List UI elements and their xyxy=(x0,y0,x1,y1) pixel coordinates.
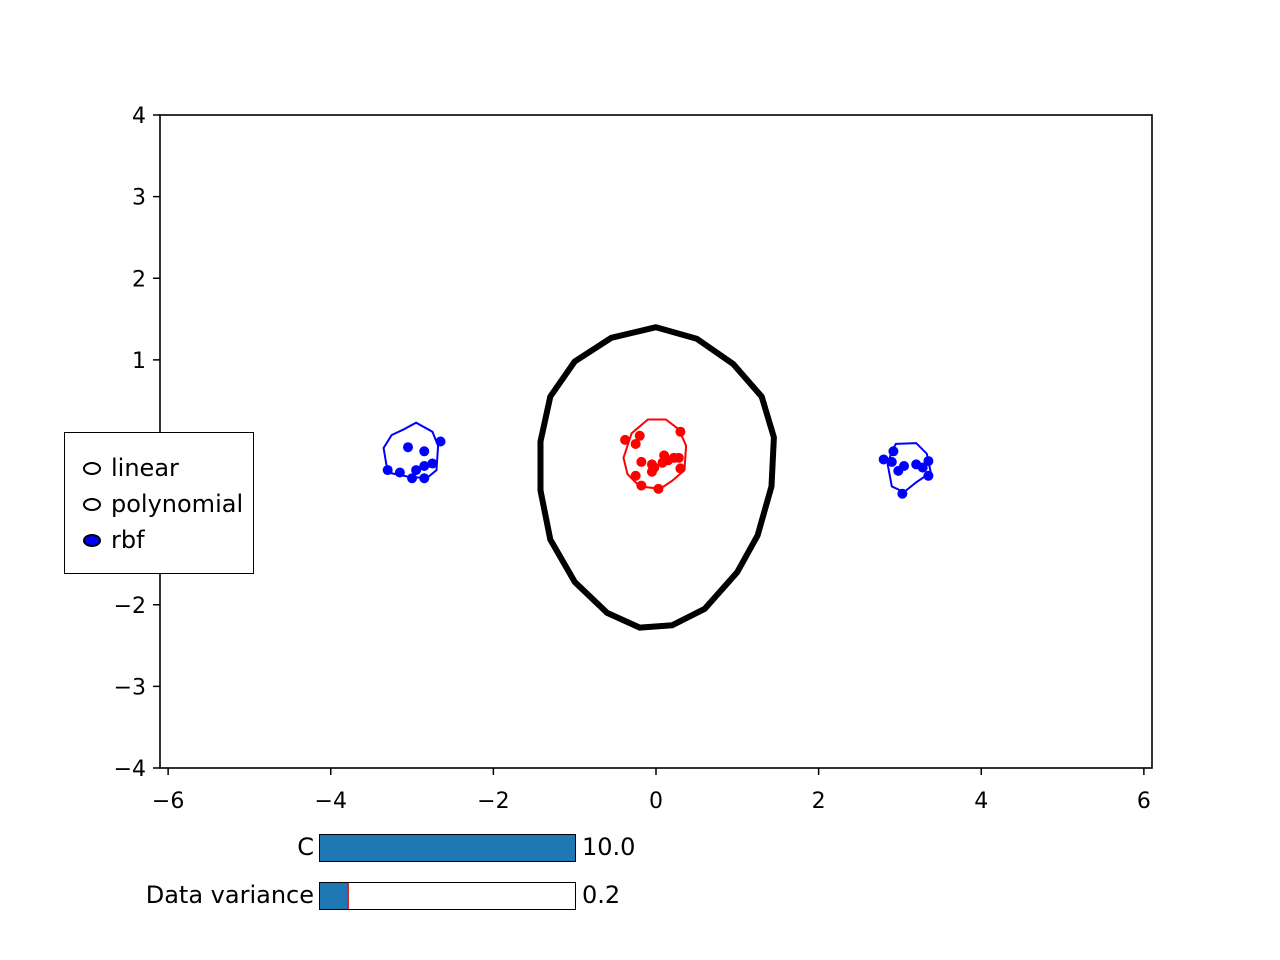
c-slider-value: 10.0 xyxy=(582,833,636,861)
data-point-2-8 xyxy=(923,470,934,481)
x-tick-label-1: −4 xyxy=(315,789,347,814)
x-tick-label-0: −6 xyxy=(152,789,184,814)
kernel-radio-panel: linear polynomial rbf xyxy=(64,432,254,574)
x-tick-label-2: −2 xyxy=(477,789,509,814)
variance-slider-fill xyxy=(320,883,349,909)
data-point-2-9 xyxy=(897,488,908,499)
data-point-1-9 xyxy=(419,473,430,484)
radio-linear-label: linear xyxy=(111,454,179,482)
radio-linear-dot[interactable] xyxy=(83,461,101,475)
data-point-0-14 xyxy=(653,483,664,494)
data-point-1-3 xyxy=(427,458,438,469)
data-point-1-7 xyxy=(411,465,422,476)
y-tick-label-2: −2 xyxy=(114,594,146,619)
y-tick-label-6: 4 xyxy=(132,104,146,129)
radio-rbf-dot[interactable] xyxy=(83,533,101,547)
x-tick-label-3: 0 xyxy=(649,789,663,814)
c-slider-fill xyxy=(320,835,575,861)
data-point-0-12 xyxy=(630,470,641,481)
y-tick-label-5: 3 xyxy=(132,186,146,211)
data-point-0-13 xyxy=(636,480,647,491)
data-point-0-0 xyxy=(620,434,631,445)
c-slider[interactable] xyxy=(319,834,576,862)
data-point-0-9 xyxy=(675,463,686,474)
x-tick-label-4: 2 xyxy=(812,789,826,814)
radio-polynomial-dot[interactable] xyxy=(83,497,101,511)
radio-polynomial-label: polynomial xyxy=(111,490,244,518)
radio-polynomial[interactable]: polynomial xyxy=(65,488,243,520)
data-point-0-3 xyxy=(675,426,686,437)
x-tick-label-5: 4 xyxy=(974,789,988,814)
c-slider-label: C xyxy=(297,833,314,861)
data-point-0-11 xyxy=(646,466,657,477)
variance-slider-handle[interactable] xyxy=(347,883,350,909)
data-point-2-7 xyxy=(893,465,904,476)
data-point-0-7 xyxy=(673,452,684,463)
decision-boundary xyxy=(537,324,777,631)
data-point-1-8 xyxy=(407,473,418,484)
radio-rbf-label: rbf xyxy=(111,526,145,554)
axes-frame xyxy=(159,114,1153,769)
y-tick-label-0: −4 xyxy=(114,757,146,782)
y-tick-label-4: 2 xyxy=(132,267,146,292)
radio-linear[interactable]: linear xyxy=(65,452,179,484)
data-point-0-4 xyxy=(636,456,647,467)
y-tick-label-1: −3 xyxy=(114,675,146,700)
radio-rbf[interactable]: rbf xyxy=(65,524,145,556)
data-point-2-6 xyxy=(917,462,928,473)
data-point-1-6 xyxy=(394,467,405,478)
variance-slider-value: 0.2 xyxy=(582,881,621,909)
data-point-0-16 xyxy=(657,457,668,468)
data-point-1-5 xyxy=(382,465,393,476)
data-point-1-1 xyxy=(403,442,413,453)
data-point-1-0 xyxy=(435,436,446,447)
data-point-0-2 xyxy=(634,430,645,441)
class-contour-0 xyxy=(622,418,688,490)
data-point-0-1 xyxy=(630,438,641,449)
variance-slider-label: Data variance xyxy=(145,881,314,909)
data-point-2-2 xyxy=(886,456,897,467)
y-tick-label-3: 1 xyxy=(132,349,146,374)
x-tick-label-6: 6 xyxy=(1137,789,1151,814)
data-point-2-0 xyxy=(888,446,899,457)
data-point-1-2 xyxy=(419,446,430,457)
variance-slider[interactable] xyxy=(319,882,576,910)
data-point-1-4 xyxy=(419,460,430,471)
data-point-2-4 xyxy=(923,456,934,467)
data-point-2-1 xyxy=(878,454,889,465)
